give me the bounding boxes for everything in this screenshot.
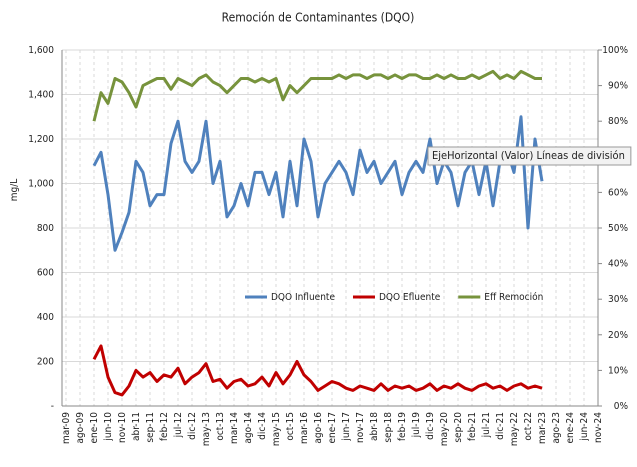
x-tick-label: may-22 [509, 412, 520, 446]
x-tick-label: nov-24 [593, 412, 604, 443]
x-tick-label: nov-17 [355, 412, 366, 443]
x-tick-label: feb-21 [467, 412, 478, 441]
y2-tick-label: 20% [608, 330, 628, 341]
x-tick-label: feb-12 [159, 412, 170, 441]
y-tick-label: 1,200 [28, 134, 54, 145]
y-tick-label: 400 [37, 312, 54, 323]
x-tick-label: abr-11 [131, 412, 142, 441]
y-tick-label: 1,000 [28, 179, 54, 190]
x-tick-label: feb-19 [397, 412, 408, 441]
x-tick-label: ene-24 [565, 412, 576, 444]
series-line [92, 69, 542, 122]
y2-tick-label: 100% [602, 45, 628, 56]
x-tick-label: nov-10 [117, 412, 128, 443]
x-tick-label: jul-12 [173, 412, 184, 438]
x-tick-label: oct-22 [523, 412, 534, 441]
x-tick-label: oct-15 [285, 412, 296, 441]
y-tick-label: 200 [37, 357, 54, 368]
x-tick-label: may-13 [201, 412, 212, 446]
y-axis-label: mg/L [9, 179, 20, 202]
x-tick-label: mar-14 [229, 412, 240, 444]
x-tick-label: sep-11 [145, 412, 156, 443]
y2-tick-label: 80% [608, 116, 628, 127]
x-tick-label: jun-17 [341, 412, 352, 442]
x-tick-label: ago-09 [75, 412, 86, 444]
x-tick-label: ene-17 [327, 412, 338, 443]
x-tick-label: jun-24 [579, 412, 590, 442]
y2-tick-label: 50% [608, 223, 628, 234]
tooltip-text: EjeHorizontal (Valor) Líneas de división [432, 149, 625, 162]
x-tick-label: mar-16 [299, 412, 310, 444]
x-tick-label: jul-21 [481, 412, 492, 438]
y-tick-label: 800 [37, 223, 54, 234]
y-tick-label: 1,600 [28, 45, 54, 56]
x-tick-label: mar-09 [61, 412, 72, 444]
x-tick-label: dic-19 [425, 412, 436, 440]
x-tick-label: jun-10 [103, 412, 114, 442]
y2-tick-label: 60% [608, 187, 628, 198]
x-tick-label: sep-20 [453, 412, 464, 443]
x-tick-label: ago-14 [243, 412, 254, 444]
x-tick-label: jul-19 [411, 412, 422, 439]
series-line [92, 115, 544, 252]
x-tick-label: dic-21 [495, 412, 506, 440]
x-tick-label: ago-23 [551, 412, 562, 444]
x-tick-label: oct-13 [215, 412, 226, 441]
x-tick-label: mar-23 [537, 412, 548, 444]
y2-tick-label: 0% [614, 401, 629, 412]
y2-tick-label: 40% [608, 259, 628, 270]
x-tick-label: sep-18 [383, 412, 394, 443]
x-tick-label: abr-18 [369, 412, 380, 441]
x-tick-label: may-15 [271, 412, 282, 446]
y-tick-label: 600 [37, 268, 54, 279]
y-tick-label: 1,400 [28, 90, 54, 101]
x-tick-label: dic-14 [257, 412, 268, 440]
x-tick-label: ene-10 [89, 412, 100, 444]
legend-label: DQO Influente [271, 292, 335, 303]
series-line [92, 344, 543, 397]
x-tick-label: may-20 [439, 412, 450, 446]
tooltip-box [427, 146, 632, 166]
tooltip [427, 146, 632, 166]
x-tick-label: dic-12 [187, 412, 198, 440]
y-tick-label: - [51, 401, 54, 412]
y2-tick-label: 30% [608, 294, 628, 305]
y2-tick-label: 10% [608, 365, 628, 376]
y2-tick-label: 90% [608, 81, 628, 92]
legend-label: Eff Remoción [484, 291, 543, 303]
chart-title: Remoción de Contaminantes (DQO) [222, 11, 415, 25]
legend-label: DQO Efluente [379, 292, 441, 303]
x-tick-label: ago-16 [313, 412, 324, 444]
